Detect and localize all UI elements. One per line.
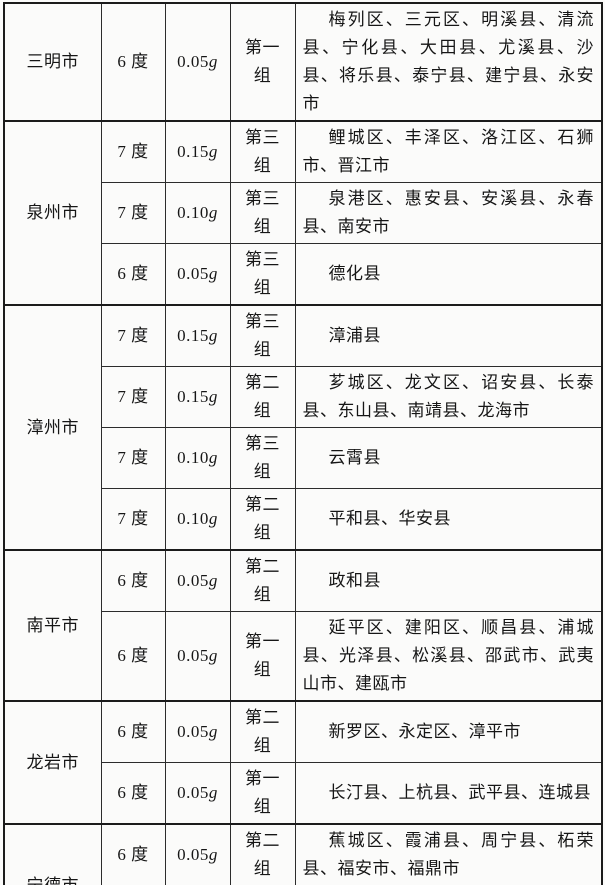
- table-row: 三明市 6 度 0.05g 第一组 梅列区、三元区、明溪县、清流县、宁化县、大田县、尤溪…: [3, 2, 603, 122]
- group-cell: 第三组: [229, 243, 296, 306]
- city-cell: 泉州市: [3, 120, 102, 306]
- intensity-cell: 6 度: [100, 700, 166, 763]
- intensity-cell: 6 度: [100, 611, 166, 702]
- intensity-cell: 6 度: [100, 549, 166, 612]
- group-cell: 第二组: [229, 823, 296, 885]
- group-cell: 第三组: [229, 304, 296, 367]
- table-row: 泉州市 7 度 0.15g 第三组 鲤城区、丰泽区、洛江区、石狮市、晋江市: [3, 120, 603, 306]
- group-cell: 第二组: [229, 366, 296, 428]
- acceleration-cell: 0.05g: [164, 762, 231, 825]
- acceleration-cell: 0.05g: [164, 549, 231, 612]
- table-row: 6 度 0.05g 第一组 延平区、建阳区、顺昌县、浦城县、光泽县、松溪县、邵武市、武…: [4, 611, 603, 702]
- intensity-cell: 7 度: [100, 120, 166, 183]
- acceleration-cell: 0.15g: [164, 304, 231, 367]
- table-row: 6 度 0.05g 第一组 长汀县、上杭县、武平县、连城县: [4, 762, 603, 825]
- acceleration-cell: 0.05g: [164, 2, 231, 122]
- intensity-cell: 6 度: [100, 2, 166, 122]
- group-cell: 第一组: [229, 762, 296, 825]
- towns-cell: 芗城区、龙文区、诏安县、长泰县、东山县、南靖县、龙海市: [294, 366, 603, 428]
- group-cell: 第一组: [229, 611, 296, 702]
- intensity-cell: 6 度: [100, 823, 166, 885]
- acceleration-cell: 0.15g: [164, 366, 231, 428]
- acceleration-cell: 0.10g: [164, 182, 231, 244]
- intensity-cell: 7 度: [100, 182, 166, 244]
- towns-cell: 德化县: [294, 243, 603, 306]
- intensity-cell: 6 度: [100, 243, 166, 306]
- towns-cell: 新罗区、永定区、漳平市: [294, 700, 603, 763]
- towns-cell: 政和县: [294, 549, 603, 612]
- city-cell: 南平市: [3, 549, 102, 702]
- intensity-cell: 7 度: [100, 366, 166, 428]
- group-cell: 第三组: [229, 120, 296, 183]
- group-cell: 第一组: [229, 2, 296, 122]
- intensity-cell: 6 度: [100, 762, 166, 825]
- acceleration-cell: 0.10g: [164, 488, 231, 551]
- city-cell: 漳州市: [3, 304, 102, 551]
- table-row: 7 度 0.10g 第二组 平和县、华安县: [4, 488, 603, 551]
- intensity-cell: 7 度: [100, 304, 166, 367]
- group-cell: 第三组: [229, 182, 296, 244]
- towns-cell: 平和县、华安县: [294, 488, 603, 551]
- acceleration-cell: 0.05g: [164, 823, 231, 885]
- towns-cell: 云霄县: [294, 427, 603, 489]
- table-row: 南平市 6 度 0.05g 第二组 政和县: [3, 549, 603, 702]
- towns-cell: 泉港区、惠安县、安溪县、永春县、南安市: [294, 182, 603, 244]
- group-cell: 第二组: [229, 549, 296, 612]
- acceleration-cell: 0.05g: [164, 700, 231, 763]
- table-row: 7 度 0.10g 第三组 泉港区、惠安县、安溪县、永春县、南安市: [4, 182, 603, 244]
- acceleration-cell: 0.05g: [164, 243, 231, 306]
- towns-cell: 蕉城区、霞浦县、周宁县、柘荣县、福安市、福鼎市: [294, 823, 603, 885]
- group-cell: 第二组: [229, 488, 296, 551]
- towns-cell: 长汀县、上杭县、武平县、连城县: [294, 762, 603, 825]
- group-cell: 第三组: [229, 427, 296, 489]
- table-row: 7 度 0.10g 第三组 云霄县: [4, 427, 603, 489]
- acceleration-cell: 0.10g: [164, 427, 231, 489]
- fujian-seismic-table: 三明市 6 度 0.05g 第一组 梅列区、三元区、明溪县、清流县、宁化县、大田县、尤溪…: [3, 2, 603, 885]
- towns-cell: 梅列区、三元区、明溪县、清流县、宁化县、大田县、尤溪县、沙县、将乐县、泰宁县、建…: [294, 2, 603, 122]
- table-row: 6 度 0.05g 第三组 德化县: [4, 243, 603, 306]
- acceleration-cell: 0.15g: [164, 120, 231, 183]
- table-row: 龙岩市 6 度 0.05g 第二组 新罗区、永定区、漳平市: [3, 700, 603, 825]
- towns-cell: 延平区、建阳区、顺昌县、浦城县、光泽县、松溪县、邵武市、武夷山市、建瓯市: [294, 611, 603, 702]
- table-row: 宁德市 6 度 0.05g 第二组 蕉城区、霞浦县、周宁县、柘荣县、福安市、福鼎市: [3, 823, 603, 885]
- city-cell: 宁德市: [3, 823, 102, 885]
- intensity-cell: 7 度: [100, 488, 166, 551]
- city-cell: 龙岩市: [3, 700, 102, 825]
- towns-cell: 鲤城区、丰泽区、洛江区、石狮市、晋江市: [294, 120, 603, 183]
- intensity-cell: 7 度: [100, 427, 166, 489]
- acceleration-cell: 0.05g: [164, 611, 231, 702]
- city-cell: 三明市: [3, 2, 102, 122]
- towns-cell: 漳浦县: [294, 304, 603, 367]
- table-row: 漳州市 7 度 0.15g 第三组 漳浦县: [3, 304, 603, 551]
- group-cell: 第二组: [229, 700, 296, 763]
